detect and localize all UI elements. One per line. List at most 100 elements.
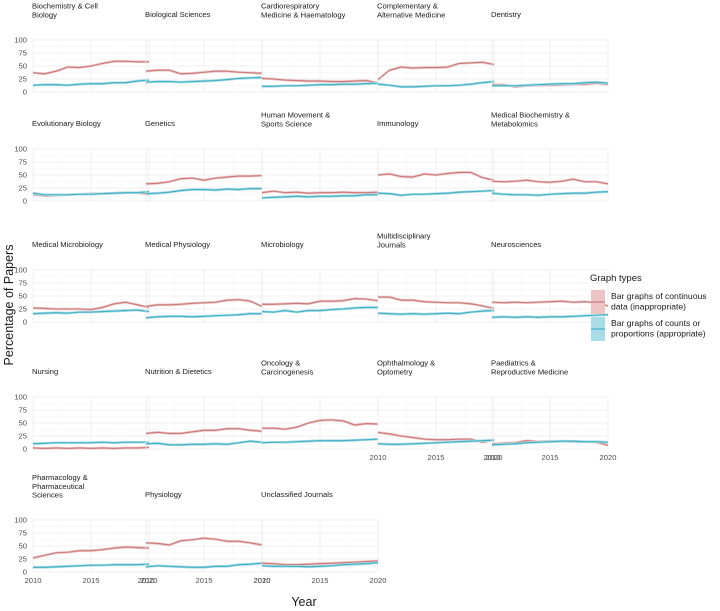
panel-5: Evolutionary Biology 0 25 50 75 100 [14, 119, 150, 206]
appropriate-series-line [377, 190, 495, 196]
legend-label: proportions (appropriate) [611, 329, 706, 339]
y-tick-label: 75 [19, 529, 27, 538]
y-tick-label: 25 [19, 555, 27, 564]
panel-1: Biological Sciences [145, 10, 263, 93]
inappropriate-series-line [491, 300, 609, 307]
panel-title: Biochemistry & Cell [32, 2, 98, 11]
y-tick-label: 50 [19, 542, 27, 551]
panel-14: Neurosciences [491, 240, 609, 323]
panel-title: Neurosciences [491, 240, 541, 249]
appropriate-series-line [377, 310, 495, 315]
y-tick-label: 100 [14, 266, 27, 275]
panel-title: Carcinogenesis [261, 367, 314, 376]
inappropriate-series-line [32, 446, 150, 450]
panel-18: Ophthalmology &Optometry 2010 2015 2020 [370, 359, 503, 463]
panel-title: Reproductive Medicine [491, 367, 568, 376]
inappropriate-series-line [145, 537, 263, 546]
x-tick-label: 2010 [370, 453, 387, 462]
panel-title: Optometry [377, 367, 413, 376]
panel-title: Human Movement & [261, 111, 330, 120]
appropriate-series-line [32, 191, 150, 196]
x-tick-label: 2010 [138, 576, 155, 585]
panel-21: Physiology 2010 2015 2020 [138, 490, 271, 585]
panel-title: Metabolomics [491, 119, 538, 128]
appropriate-series-line [145, 76, 263, 83]
inappropriate-series-line [378, 296, 495, 310]
panel-title: Genetics [145, 119, 175, 128]
y-tick-label: 50 [19, 62, 27, 71]
panel-title: Microbiology [261, 240, 304, 249]
x-tick-label: 2015 [428, 453, 445, 462]
x-tick-label: 2020 [486, 453, 503, 462]
panel-title: Biology [32, 10, 57, 19]
legend-label: Bar graphs of counts or [611, 318, 700, 328]
panel-title: Paediatrics & [491, 359, 536, 368]
panel-4: Dentistry [491, 10, 609, 93]
panel-title: Nutrition & Dietetics [145, 367, 212, 376]
y-axis-title: Percentage of Papers [2, 245, 16, 366]
inappropriate-series-line [145, 174, 263, 185]
x-tick-label: 2020 [254, 576, 271, 585]
panel-title: Oncology & [261, 359, 300, 368]
y-tick-label: 0 [23, 318, 27, 327]
inappropriate-series-line [377, 171, 495, 181]
inappropriate-series-line [145, 428, 263, 434]
appropriate-series-line [145, 440, 263, 446]
y-tick-label: 75 [19, 279, 27, 288]
panel-title: Unclassified Journals [261, 490, 333, 499]
legend-title: Graph types [590, 273, 642, 284]
appropriate-series-line [145, 562, 263, 568]
legend-label: Bar graphs of continuous [611, 291, 707, 301]
inappropriate-series-line [32, 546, 150, 559]
panel-title: Alternative Medicine [377, 10, 445, 19]
panel-17: Oncology &Carcinogenesis [261, 359, 379, 450]
x-tick-label: 2020 [141, 576, 158, 585]
appropriate-series-line [492, 81, 609, 87]
x-tick-label: 2015 [83, 576, 100, 585]
inappropriate-series-line [377, 61, 495, 80]
y-tick-label: 0 [23, 88, 27, 97]
y-tick-label: 0 [23, 445, 27, 454]
y-tick-label: 100 [14, 516, 27, 525]
y-tick-label: 75 [19, 49, 27, 58]
appropriate-series-line [377, 439, 495, 445]
panel-title: Medical Physiology [145, 240, 210, 249]
panel-title: Ophthalmology & [377, 359, 435, 368]
y-tick-label: 0 [23, 568, 27, 577]
appropriate-ci-band [378, 80, 494, 89]
panel-title: Pharmaceutical [32, 482, 85, 491]
x-tick-label: 2015 [196, 576, 213, 585]
panel-title: Medical Microbiology [32, 240, 103, 249]
x-tick-label: 2020 [600, 453, 617, 462]
panel-title: Biological Sciences [145, 10, 211, 19]
y-tick-label: 100 [14, 393, 27, 402]
appropriate-series-line [261, 562, 379, 568]
appropriate-series-line [491, 191, 609, 196]
panel-3: Complementary &Alternative Medicine [377, 2, 495, 93]
panel-title: Cardiorespiratory [261, 2, 319, 11]
panel-title: Sciences [32, 491, 63, 500]
panel-15: Nursing 0 25 50 75 100 [14, 367, 150, 454]
panel-title: Evolutionary Biology [32, 119, 101, 128]
appropriate-series-line [145, 187, 262, 195]
appropriate-series-line [261, 438, 379, 444]
y-tick-label: 0 [23, 197, 27, 206]
inappropriate-ci-band [492, 177, 608, 186]
inappropriate-ci-band [262, 418, 378, 431]
appropriate-series-line [262, 82, 379, 87]
panel-title: Medical Biochemistry & [491, 111, 570, 120]
panel-16: Nutrition & Dietetics [145, 367, 263, 450]
inappropriate-series-line [261, 77, 379, 84]
panel-7: Human Movement &Sports Science [261, 111, 379, 202]
appropriate-series-line [32, 309, 150, 315]
panel-title: Physiology [145, 490, 182, 499]
inappropriate-series-line [261, 560, 379, 566]
y-tick-label: 50 [19, 292, 27, 301]
appropriate-series-line [491, 314, 609, 318]
y-tick-label: 25 [19, 432, 27, 441]
